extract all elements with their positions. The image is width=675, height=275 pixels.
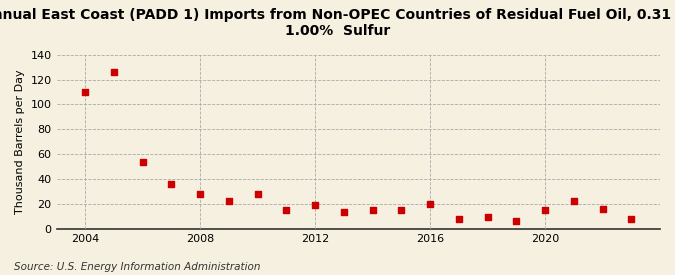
Point bbox=[482, 215, 493, 220]
Text: Annual East Coast (PADD 1) Imports from Non-OPEC Countries of Residual Fuel Oil,: Annual East Coast (PADD 1) Imports from … bbox=[0, 8, 675, 38]
Point bbox=[281, 208, 292, 212]
Point bbox=[454, 216, 464, 221]
Point bbox=[223, 199, 234, 204]
Point bbox=[367, 208, 378, 212]
Point bbox=[252, 192, 263, 196]
Point bbox=[626, 216, 637, 221]
Point bbox=[568, 199, 579, 204]
Point bbox=[166, 182, 177, 186]
Point bbox=[425, 202, 435, 206]
Point bbox=[539, 208, 550, 212]
Point bbox=[310, 203, 321, 207]
Point bbox=[511, 219, 522, 223]
Point bbox=[338, 210, 349, 215]
Point bbox=[396, 208, 407, 212]
Point bbox=[195, 192, 206, 196]
Text: Source: U.S. Energy Information Administration: Source: U.S. Energy Information Administ… bbox=[14, 262, 260, 272]
Point bbox=[80, 90, 90, 94]
Point bbox=[137, 160, 148, 164]
Point bbox=[597, 207, 608, 211]
Point bbox=[109, 70, 119, 74]
Y-axis label: Thousand Barrels per Day: Thousand Barrels per Day bbox=[15, 69, 25, 214]
